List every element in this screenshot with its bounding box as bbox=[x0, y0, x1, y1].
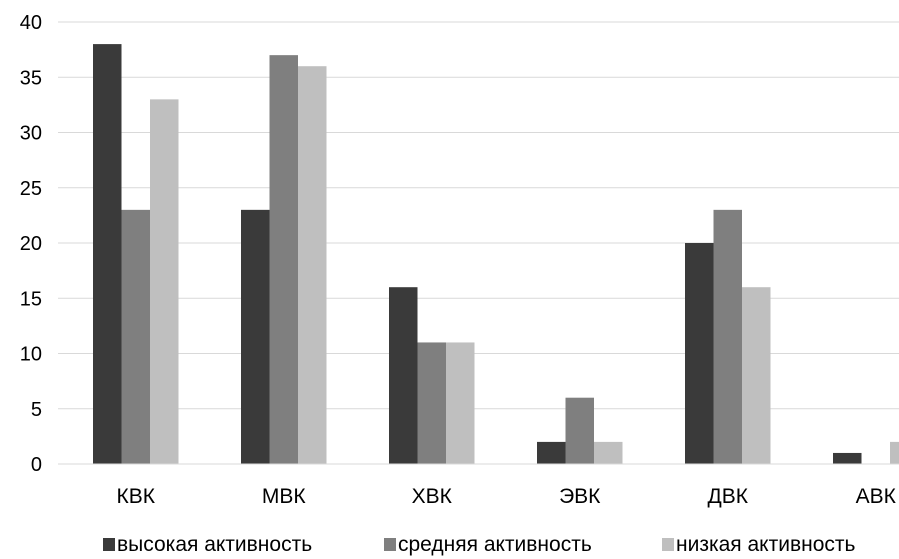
legend-label-2: средняя активность bbox=[398, 533, 592, 556]
bar-1-4 bbox=[537, 441, 566, 464]
bar-2-1 bbox=[121, 209, 150, 464]
legend-label-1: высокая активность bbox=[117, 533, 312, 556]
bar-1-5 bbox=[685, 243, 714, 464]
bar-2-4 bbox=[565, 397, 594, 464]
bar-3-1 bbox=[150, 99, 179, 464]
legend-label-3: низкая активность bbox=[676, 533, 855, 556]
legend: высокая активность средняя активность низк… bbox=[103, 533, 855, 556]
y-tick-label: 15 bbox=[20, 288, 42, 310]
x-tick-label: КВК bbox=[117, 485, 156, 508]
x-tick-label: ДВК bbox=[708, 485, 749, 508]
x-tick-label: ЭВК bbox=[559, 485, 601, 508]
bar-3-3 bbox=[446, 342, 475, 464]
bar-2-3 bbox=[417, 342, 446, 464]
bars bbox=[93, 44, 899, 465]
bar-3-6 bbox=[890, 441, 899, 464]
y-tick-label: 40 bbox=[20, 12, 42, 34]
bar-2-5 bbox=[713, 209, 742, 464]
bar-1-6 bbox=[833, 452, 862, 464]
y-tick-label: 30 bbox=[20, 123, 42, 145]
grid-lines bbox=[58, 21, 899, 410]
y-tick-label: 10 bbox=[20, 344, 42, 366]
bar-3-5 bbox=[742, 287, 771, 464]
bar-2-2 bbox=[269, 55, 298, 465]
y-tick-label: 35 bbox=[20, 67, 42, 89]
x-tick-label: АВК bbox=[856, 485, 897, 508]
y-axis-ticks: 0 5 10 15 20 25 30 35 40 bbox=[20, 12, 42, 476]
y-tick-label: 20 bbox=[20, 233, 42, 255]
legend-swatch-2 bbox=[384, 538, 396, 551]
x-tick-label: МВК bbox=[262, 485, 307, 508]
bar-1-3 bbox=[389, 287, 418, 464]
bar-3-2 bbox=[298, 66, 327, 464]
y-tick-label: 5 bbox=[31, 399, 42, 421]
y-tick-label: 0 bbox=[31, 454, 42, 476]
legend-swatch-1 bbox=[103, 538, 115, 551]
x-axis-ticks: КВК МВК ХВК ЭВК ДВК АВК bbox=[117, 485, 897, 508]
bar-3-4 bbox=[594, 441, 623, 464]
y-tick-label: 25 bbox=[20, 178, 42, 200]
x-tick-label: ХВК bbox=[412, 485, 453, 508]
bar-1-2 bbox=[241, 209, 270, 464]
legend-swatch-3 bbox=[662, 538, 674, 551]
bar-1-1 bbox=[93, 44, 122, 464]
